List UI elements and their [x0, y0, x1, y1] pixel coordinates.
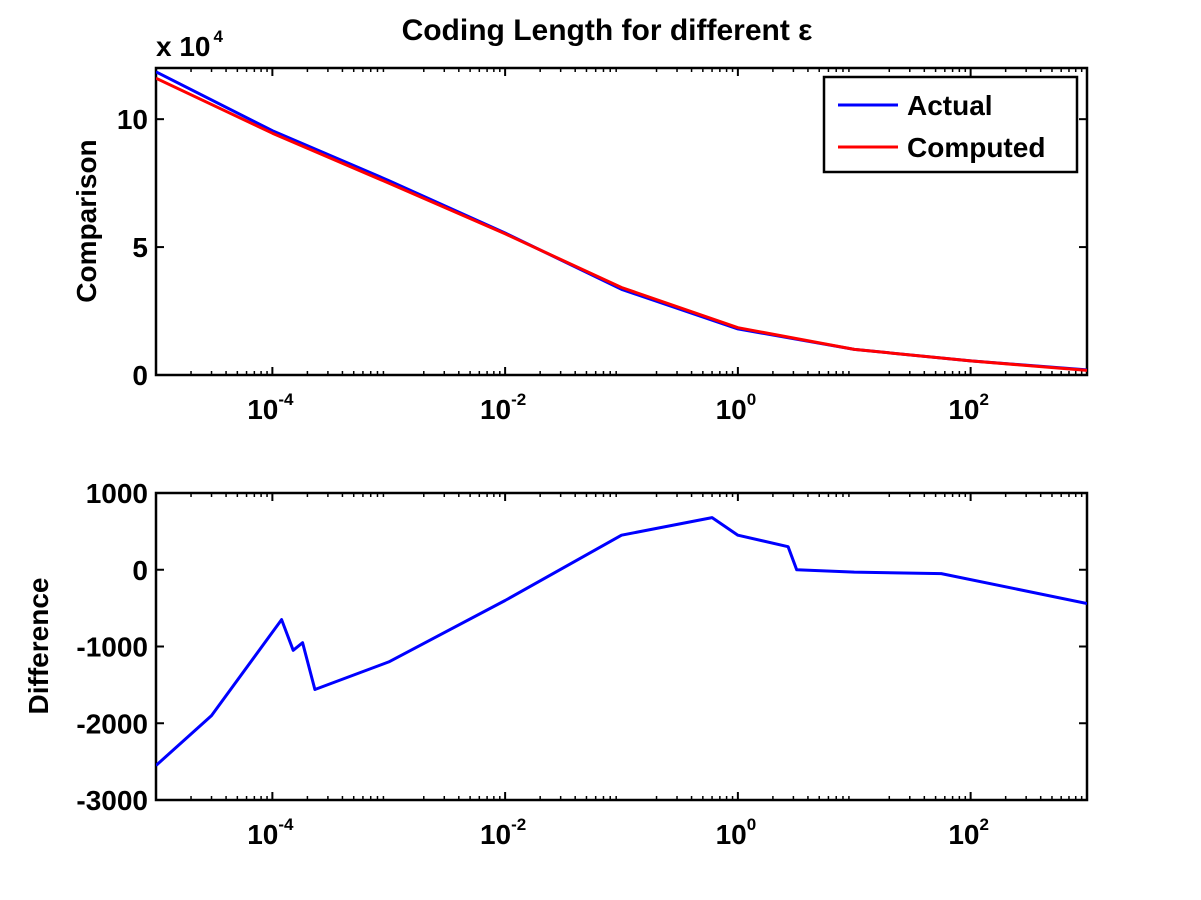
bottom-x-tick-label: 102: [948, 815, 989, 850]
top-axes-frame: [154, 66, 1089, 377]
x-tick-exponent: -4: [278, 815, 294, 834]
x-tick-base: 10: [716, 819, 747, 850]
y-exponent-base: x 10: [156, 31, 211, 62]
x-tick-exponent: 2: [979, 390, 988, 409]
x-tick-base: 10: [716, 394, 747, 425]
top-x-tick-label: 10-4: [247, 390, 294, 425]
bottom-x-tick-label: 10-4: [247, 815, 294, 850]
bottom-x-tick-label: 100: [716, 815, 757, 850]
bottom-y-tick-label: 1000: [86, 478, 148, 509]
bottom-y-tick-label: -3000: [76, 785, 148, 816]
x-tick-base: 10: [247, 394, 278, 425]
x-tick-base: 10: [948, 819, 979, 850]
top-legend: Actual Computed: [822, 75, 1079, 174]
top-x-tick-label: 100: [716, 390, 757, 425]
top-y-axis-label: Comparison: [71, 139, 102, 302]
bottom-y-tick-label: -2000: [76, 708, 148, 739]
top-series-computed-line: [156, 76, 1087, 372]
top-x-tick-label: 10-2: [480, 390, 526, 425]
x-tick-exponent: -2: [511, 815, 526, 834]
top-x-tick-label: 102: [948, 390, 989, 425]
x-tick-exponent: -4: [278, 390, 294, 409]
bottom-y-tick-label: 0: [132, 555, 148, 586]
x-tick-exponent: 0: [747, 390, 756, 409]
bottom-series-0-line: [156, 516, 1087, 767]
y-exponent-power: 4: [214, 27, 224, 46]
top-y-tick-label: 10: [117, 104, 148, 135]
x-tick-base: 10: [948, 394, 979, 425]
legend-box: [822, 75, 1079, 174]
x-tick-base: 10: [480, 394, 511, 425]
x-tick-base: 10: [247, 819, 278, 850]
bottom-y-axis-label: Difference: [23, 578, 54, 715]
x-tick-exponent: 0: [747, 815, 756, 834]
x-tick-base: 10: [480, 819, 511, 850]
top-y-tick-label: 0: [132, 360, 148, 391]
bottom-x-tick-label: 10-2: [480, 815, 526, 850]
panel-bottom: 10-4 10-2 100 102-3000-2000-100001000Differ…: [23, 478, 1089, 850]
x-tick-exponent: 2: [979, 815, 988, 834]
legend-label-actual: Actual: [907, 90, 993, 121]
top-y-tick-label: 5: [132, 232, 148, 263]
legend-label-computed: Computed: [907, 132, 1045, 163]
bottom-y-tick-label: -1000: [76, 632, 148, 663]
chart-title: Coding Length for different ε: [402, 14, 813, 47]
top-y-exponent-label: x 10 4: [156, 27, 224, 62]
x-tick-exponent: -2: [511, 390, 526, 409]
